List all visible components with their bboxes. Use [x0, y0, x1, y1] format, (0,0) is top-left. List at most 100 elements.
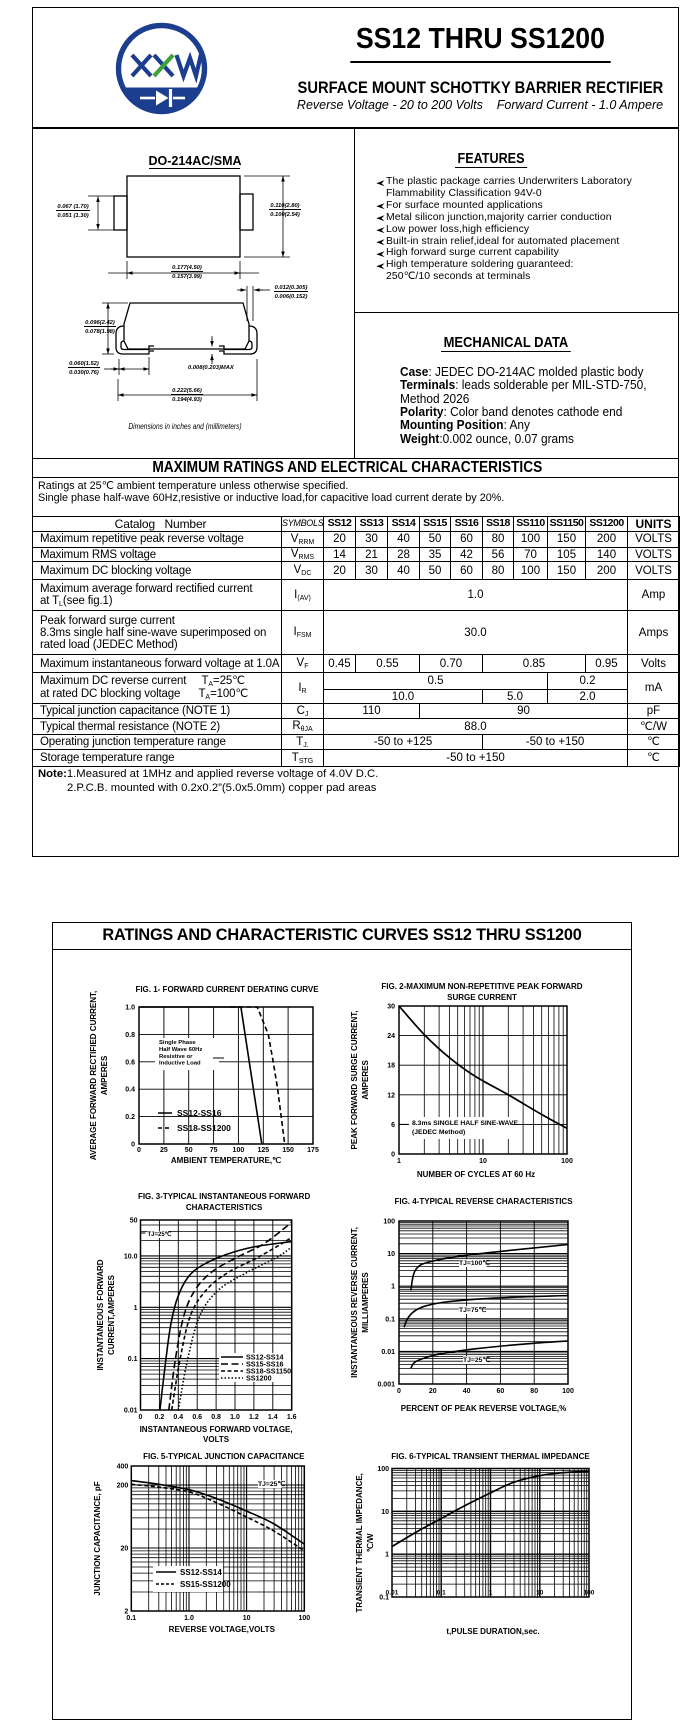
svg-text:TJ=25℃: TJ=25℃ [148, 1231, 172, 1238]
svg-text:FIG. 2-MAXIMUM NON-REPETITIVE: FIG. 2-MAXIMUM NON-REPETITIVE PEAK FORWA… [381, 982, 582, 991]
svg-text:AMBIENT TEMPERATURE,℃: AMBIENT TEMPERATURE,℃ [171, 1156, 281, 1165]
svg-text:20: 20 [121, 1546, 129, 1553]
svg-text:200: 200 [117, 1483, 129, 1490]
svg-text:℃/W: ℃/W [366, 1533, 375, 1552]
svg-text:CHARACTERISTICS: CHARACTERISTICS [186, 1203, 263, 1212]
svg-text:0.1: 0.1 [437, 1590, 446, 1597]
svg-text:25: 25 [160, 1147, 168, 1154]
svg-text:PEAK FORWARD SURGE CURRENT,: PEAK FORWARD SURGE CURRENT, [350, 1011, 359, 1150]
svg-text:TJ=100℃: TJ=100℃ [459, 1259, 490, 1267]
svg-text:0.1: 0.1 [128, 1356, 138, 1363]
svg-text:PERCENT OF PEAK REVERSE VOLTAG: PERCENT OF PEAK REVERSE VOLTAGE,% [401, 1404, 567, 1413]
svg-text:50: 50 [185, 1147, 193, 1154]
svg-text:8.3ms SINGLE HALF SINE-WAVE: 8.3ms SINGLE HALF SINE-WAVE [412, 1120, 518, 1127]
svg-text:0.01: 0.01 [386, 1590, 399, 1597]
svg-text:AMPERES: AMPERES [100, 1055, 109, 1095]
svg-text:0.001: 0.001 [377, 1382, 395, 1389]
svg-text:DO-214AC/SMA: DO-214AC/SMA [148, 154, 241, 168]
svg-text:150: 150 [282, 1147, 294, 1154]
svg-text:100: 100 [561, 1158, 573, 1165]
svg-text:1.4: 1.4 [268, 1414, 278, 1421]
svg-text:1: 1 [385, 1552, 389, 1559]
svg-text:AVERAGE FORWARD RECTIFIED CURR: AVERAGE FORWARD RECTIFIED CURRENT, [89, 991, 98, 1161]
svg-text:SS12-SS14: SS12-SS14 [180, 1568, 222, 1577]
svg-text:0.4: 0.4 [125, 1087, 135, 1094]
svg-text:CURRENT,AMPERES: CURRENT,AMPERES [107, 1274, 116, 1355]
svg-text:TJ=25℃: TJ=25℃ [258, 1480, 285, 1488]
svg-text:100: 100 [233, 1147, 245, 1154]
svg-text:1.0: 1.0 [184, 1615, 194, 1622]
svg-text:0.1: 0.1 [385, 1316, 395, 1323]
svg-text:SS15-SS1200: SS15-SS1200 [180, 1580, 231, 1589]
svg-text:Resistive or: Resistive or [159, 1054, 193, 1060]
svg-text:18: 18 [387, 1063, 395, 1070]
svg-text:0: 0 [139, 1414, 143, 1421]
svg-text:10: 10 [381, 1509, 389, 1516]
svg-text:TJ=25℃: TJ=25℃ [463, 1356, 490, 1364]
svg-text:0.2: 0.2 [155, 1414, 165, 1421]
svg-text:100: 100 [584, 1590, 595, 1597]
svg-text:1.0: 1.0 [125, 1005, 135, 1012]
svg-text:100: 100 [383, 1219, 395, 1226]
svg-text:VOLTS: VOLTS [203, 1435, 230, 1444]
svg-text:175: 175 [307, 1147, 319, 1154]
svg-text:0.01: 0.01 [124, 1408, 138, 1415]
svg-text:75: 75 [210, 1147, 218, 1154]
svg-text:0.6: 0.6 [125, 1059, 135, 1066]
svg-text:2: 2 [124, 1609, 128, 1616]
svg-text:SS12-SS14: SS12-SS14 [246, 1353, 284, 1362]
svg-text:80: 80 [530, 1388, 538, 1395]
svg-text:100: 100 [562, 1388, 574, 1395]
svg-text:FIG. 6-TYPICAL TRANSIENT THERM: FIG. 6-TYPICAL TRANSIENT THERMAL IMPEDAN… [391, 1452, 590, 1461]
svg-text:INSTANTANEOUS FORWARD: INSTANTANEOUS FORWARD [96, 1259, 105, 1370]
svg-text:t,PULSE DURATION,sec.: t,PULSE DURATION,sec. [446, 1627, 539, 1636]
svg-text:0.01: 0.01 [381, 1349, 395, 1356]
svg-text:10.0: 10.0 [124, 1253, 138, 1260]
svg-text:SS18-SS1150: SS18-SS1150 [246, 1367, 291, 1376]
svg-text:400: 400 [117, 1464, 129, 1471]
svg-text:TJ=75℃: TJ=75℃ [459, 1306, 486, 1314]
svg-text:SS12-SS16: SS12-SS16 [177, 1108, 222, 1118]
svg-text:0: 0 [397, 1388, 401, 1395]
svg-text:40: 40 [463, 1388, 471, 1395]
svg-text:INSTANTANEOUS FORWARD VOLTAGE,: INSTANTANEOUS FORWARD VOLTAGE, [140, 1425, 293, 1434]
svg-text:1: 1 [489, 1590, 493, 1597]
svg-text:24: 24 [387, 1033, 395, 1040]
svg-text:0.4: 0.4 [173, 1414, 183, 1421]
svg-text:SURGE CURRENT: SURGE CURRENT [447, 993, 517, 1002]
svg-text:30: 30 [387, 1004, 395, 1011]
svg-text:0: 0 [391, 1152, 395, 1159]
svg-text:SS1200: SS1200 [246, 1374, 272, 1383]
svg-text:100: 100 [377, 1466, 389, 1473]
svg-text:10: 10 [479, 1158, 487, 1165]
svg-text:6: 6 [391, 1122, 395, 1129]
svg-text:1.2: 1.2 [249, 1414, 259, 1421]
svg-text:0: 0 [137, 1147, 141, 1154]
svg-text:1: 1 [134, 1305, 138, 1312]
svg-text:FIG. 5-TYPICAL JUNCTION CAPACI: FIG. 5-TYPICAL JUNCTION CAPACITANCE [143, 1452, 305, 1461]
svg-text:10: 10 [387, 1251, 395, 1258]
svg-text:Dimensions in inches and (mill: Dimensions in inches and (millimeters) [128, 421, 242, 431]
svg-text:FIG. 4-TYPICAL REVERSE CHARACT: FIG. 4-TYPICAL REVERSE CHARACTERISTICS [394, 1197, 573, 1206]
svg-text:10: 10 [536, 1590, 544, 1597]
svg-text:SS15-SS16: SS15-SS16 [246, 1360, 284, 1369]
svg-text:FIG. 1- FORWARD CURRENT DERATI: FIG. 1- FORWARD CURRENT DERATING CURVE [135, 985, 319, 994]
svg-text:Single Phase: Single Phase [159, 1040, 196, 1046]
svg-text:0: 0 [131, 1142, 135, 1149]
svg-text:0.1: 0.1 [126, 1615, 136, 1622]
svg-text:(JEDEC Method): (JEDEC Method) [412, 1129, 465, 1136]
svg-text:JUNCTION CAPACITANCE, pF: JUNCTION CAPACITANCE, pF [93, 1481, 102, 1595]
svg-text:NUMBER OF CYCLES AT 60 Hz: NUMBER OF CYCLES AT 60 Hz [417, 1170, 535, 1179]
svg-text:Half Wave 60Hz: Half Wave 60Hz [159, 1047, 202, 1053]
svg-text:FIG. 3-TYPICAL INSTANTANEOUS F: FIG. 3-TYPICAL INSTANTANEOUS FORWARD [138, 1192, 311, 1201]
svg-text:REVERSE VOLTAGE,VOLTS: REVERSE VOLTAGE,VOLTS [169, 1625, 276, 1634]
svg-text:1.0: 1.0 [230, 1414, 240, 1421]
svg-text:0.8: 0.8 [211, 1414, 221, 1421]
svg-text:INSTANTANEOUS REVERSE CURRENT,: INSTANTANEOUS REVERSE CURRENT, [350, 1227, 359, 1378]
svg-text:TRANSIENT THERMAL IMPEDANCE,: TRANSIENT THERMAL IMPEDANCE, [355, 1473, 364, 1612]
svg-text:MILLIAMPERES: MILLIAMPERES [361, 1272, 370, 1333]
svg-text:100: 100 [298, 1615, 310, 1622]
svg-text:20: 20 [429, 1388, 437, 1395]
svg-text:50: 50 [130, 1218, 138, 1225]
svg-text:1: 1 [397, 1158, 401, 1165]
